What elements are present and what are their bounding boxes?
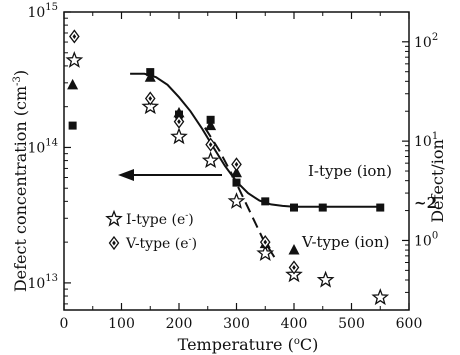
annotation-v-type-ion: V-type (ion) — [301, 233, 389, 251]
diamond-marker — [173, 114, 185, 129]
star-marker — [227, 192, 246, 209]
y-left-tick-labels: 1015 1014 1013 — [27, 2, 58, 292]
x-tick-label: 400 — [281, 316, 308, 332]
y-left-tick-label: 1014 — [27, 137, 58, 156]
data-markers — [65, 29, 390, 306]
triangle-marker — [231, 166, 242, 178]
tick-marks — [63, 11, 410, 311]
diamond-marker — [288, 260, 300, 275]
y-axis-left-label: Defect concentration (cm-3) — [11, 70, 30, 292]
y-axis-right-label: Defect/ion — [428, 139, 447, 223]
square-marker — [290, 203, 298, 212]
square-marker — [68, 121, 77, 130]
square-marker — [261, 197, 270, 206]
legend-star-marker — [105, 209, 123, 227]
y-right-tick-labels: 102 101 100 — [414, 32, 438, 250]
x-tick-label: 500 — [338, 316, 365, 332]
y-left-tick-label: 1013 — [27, 273, 58, 292]
square-marker — [376, 203, 385, 212]
x-tick-label: 0 — [60, 316, 69, 332]
star-marker — [201, 151, 220, 169]
star-marker — [316, 270, 335, 288]
annotation-i-type-ion: I-type (ion) — [308, 162, 392, 180]
diamond-marker — [69, 29, 80, 44]
legend-diamond-marker — [108, 235, 120, 251]
triangle-marker — [173, 106, 185, 118]
legend: I-type (e-) V-type (e-) — [105, 209, 197, 252]
star-marker — [371, 288, 390, 306]
triangle-marker — [205, 119, 217, 131]
diamond-marker-inner — [208, 142, 213, 148]
diamond-marker-inner — [148, 95, 153, 101]
x-tick-labels: 0 100 200 300 400 500 600 — [60, 316, 423, 332]
diamond-marker-inner — [263, 239, 268, 245]
x-tick-label: 100 — [108, 316, 135, 332]
legend-marker-star — [105, 209, 123, 227]
legend-label-v-type: V-type (e-) — [125, 235, 197, 252]
legend-diamond-marker-inner — [112, 240, 116, 246]
right-axis-marker-label: ~2 — [414, 194, 437, 212]
legend-marker-diamond — [108, 235, 120, 251]
left-arrow — [118, 169, 222, 181]
triangle-marker — [67, 78, 79, 90]
diamond-marker-inner — [72, 33, 77, 39]
y-right-tick-label: 100 — [414, 230, 438, 249]
diamond-marker — [231, 157, 242, 172]
x-tick-label: 200 — [166, 316, 193, 332]
star-marker — [65, 50, 84, 68]
star-marker — [170, 127, 188, 145]
i-type-fit-curve — [130, 72, 381, 208]
diamond-marker — [144, 91, 156, 106]
triangle-marker — [288, 243, 300, 255]
diamond-marker — [259, 235, 271, 250]
x-tick-label: 600 — [396, 316, 423, 332]
diamond-marker-inner — [292, 264, 296, 270]
diamond-marker — [205, 137, 216, 152]
y-right-tick-label: 101 — [414, 131, 438, 150]
triangle-marker — [144, 71, 156, 82]
y-right-tick-label: 102 — [414, 32, 438, 51]
diamond-marker-inner — [177, 119, 181, 125]
x-tick-label: 300 — [223, 316, 250, 332]
legend-label-i-type: I-type (e-) — [126, 211, 194, 228]
square-marker — [318, 203, 327, 212]
star-marker — [141, 97, 160, 115]
y-left-tick-label: 1015 — [27, 2, 58, 21]
x-axis-label: Temperature (oC) — [178, 335, 319, 354]
star-marker — [256, 244, 275, 261]
diamond-marker-inner — [234, 161, 239, 167]
square-marker — [232, 178, 241, 187]
